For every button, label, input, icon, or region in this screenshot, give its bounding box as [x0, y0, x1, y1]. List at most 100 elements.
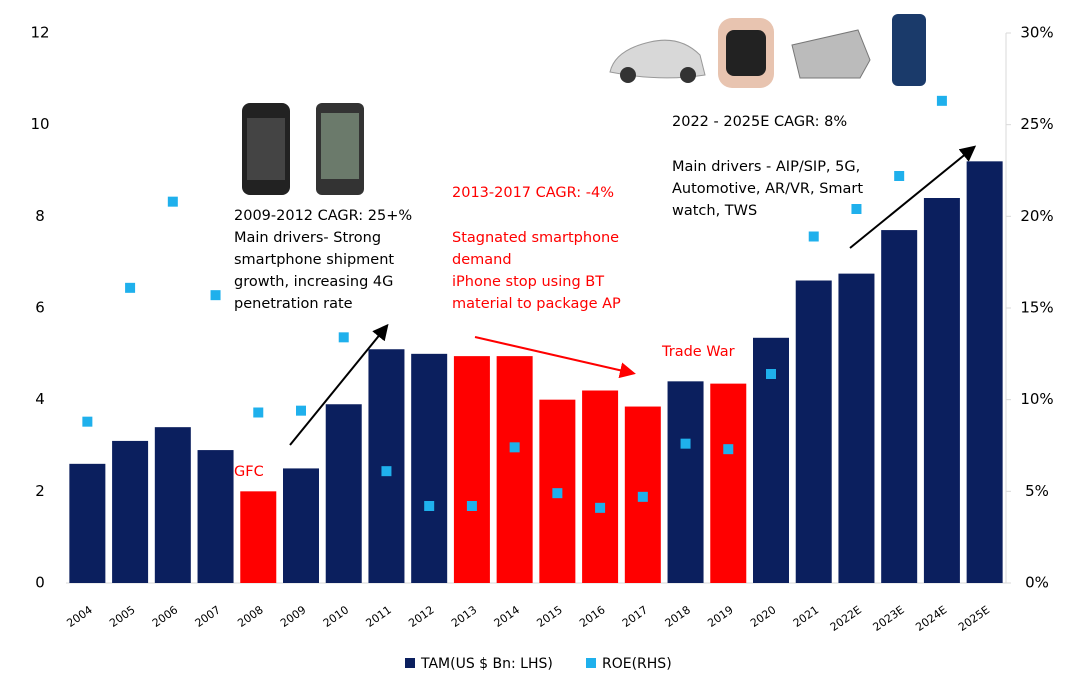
bar — [582, 390, 619, 583]
annotation: Main drivers- Strong — [234, 230, 381, 246]
annotation: penetration rate — [234, 296, 353, 312]
y2-tick-label: 15% — [1020, 299, 1053, 317]
annotation: watch, TWS — [672, 203, 757, 219]
car-wheel — [680, 67, 696, 83]
point — [680, 438, 691, 449]
x-tick-label: 2012 — [406, 603, 436, 630]
annotation: Main drivers - AIP/SIP, 5G, — [672, 159, 860, 175]
point — [851, 204, 862, 214]
point — [509, 442, 520, 453]
headset-icon — [791, 29, 871, 79]
y-tick-label: 4 — [35, 390, 45, 408]
y-tick-label: 12 — [30, 24, 49, 42]
point — [894, 171, 905, 181]
y2-tick-label: 10% — [1020, 390, 1053, 408]
annotation: 2013-2017 CAGR: -4% — [452, 185, 614, 201]
x-tick-label: 2005 — [107, 603, 137, 630]
x-tick-label: 2024E — [913, 603, 949, 634]
legend-swatch — [405, 658, 415, 668]
x-tick-label: 2006 — [150, 603, 180, 630]
point — [723, 444, 734, 455]
trend-arrow — [474, 336, 636, 379]
bar — [368, 349, 405, 583]
watch-screen — [726, 30, 766, 76]
y2-tick-label: 25% — [1020, 115, 1053, 133]
device-icons — [242, 14, 926, 195]
x-tick-label: 2008 — [235, 603, 265, 630]
point — [808, 231, 819, 242]
bar — [154, 427, 191, 583]
x-tick-label: 2011 — [364, 603, 394, 630]
bar — [411, 353, 448, 583]
annotation: growth, increasing 4G — [234, 274, 393, 290]
point — [167, 196, 178, 207]
y2-tick-label: 0% — [1025, 574, 1049, 592]
bar — [923, 198, 960, 583]
point — [253, 407, 264, 418]
bar — [69, 463, 106, 583]
point — [466, 501, 477, 511]
annotation: 2022 - 2025E CAGR: 8% — [672, 114, 847, 130]
x-tick-label: 2017 — [620, 603, 650, 630]
annotation: smartphone shipment — [234, 252, 394, 268]
legend-label: TAM(US $ Bn: LHS) — [420, 656, 553, 672]
bar — [966, 161, 1003, 584]
x-tick-label: 2010 — [321, 603, 351, 630]
x-tick-label: 2007 — [193, 603, 223, 630]
point — [296, 405, 306, 416]
y-tick-label: 0 — [35, 574, 45, 592]
legend-label: ROE(RHS) — [602, 656, 672, 672]
x-tick-label: 2013 — [449, 603, 479, 630]
x-tick-label: 2009 — [278, 603, 308, 630]
point — [338, 332, 349, 343]
bar — [795, 280, 832, 583]
bar — [325, 404, 362, 583]
bar — [197, 450, 234, 583]
x-tick-label: 2021 — [791, 603, 821, 630]
point — [82, 416, 93, 427]
phone-screen — [247, 118, 285, 180]
point — [595, 502, 606, 513]
bar — [710, 383, 747, 583]
x-tick-label: 2018 — [663, 603, 693, 630]
y-tick-label: 8 — [35, 207, 45, 225]
bar — [667, 381, 704, 583]
y-tick-label: 2 — [35, 482, 45, 500]
phone-screen — [321, 113, 359, 179]
bar — [283, 468, 319, 583]
x-tick-label: 2020 — [748, 603, 778, 630]
y2-tick-label: 30% — [1020, 24, 1053, 42]
bar — [112, 440, 149, 583]
point — [936, 95, 947, 106]
point — [552, 488, 563, 499]
x-tick-label: 2016 — [577, 603, 607, 630]
trend-arrow — [849, 145, 977, 249]
annotation: demand — [452, 252, 512, 268]
annotation: iPhone stop using BT — [452, 274, 604, 290]
annotation: material to package AP — [452, 296, 621, 312]
bar — [838, 273, 875, 583]
annotation: Trade War — [661, 344, 735, 360]
car-wheel — [620, 67, 636, 83]
x-tick-label: 2023E — [871, 603, 907, 634]
x-tick-label: 2014 — [492, 603, 522, 630]
y-tick-label: 6 — [35, 299, 45, 317]
point — [424, 501, 435, 511]
point — [125, 282, 136, 293]
x-tick-label: 2022E — [828, 603, 864, 634]
phone-icon — [892, 14, 926, 86]
y2-tick-label: 20% — [1020, 207, 1053, 225]
annotation: Automotive, AR/VR, Smart — [672, 181, 863, 197]
x-tick-label: 2004 — [64, 603, 94, 630]
annotation: 2009-2012 CAGR: 25+% — [234, 208, 412, 224]
y2-tick-label: 5% — [1025, 482, 1049, 500]
bar — [453, 356, 490, 583]
point — [766, 369, 776, 379]
car-icon — [609, 39, 706, 79]
legend-swatch — [586, 658, 596, 668]
point — [381, 466, 392, 477]
trend-arrow — [289, 323, 389, 446]
bar — [496, 356, 533, 583]
